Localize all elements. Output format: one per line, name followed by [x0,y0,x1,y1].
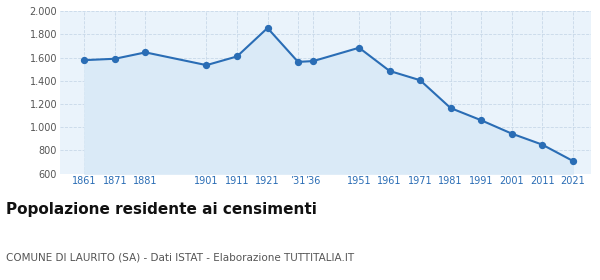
Point [476,118,486,122]
Point [446,106,455,110]
Text: COMUNE DI LAURITO (SA) - Dati ISTAT - Elaborazione TUTTITALIA.IT: COMUNE DI LAURITO (SA) - Dati ISTAT - El… [6,252,354,262]
Point [293,60,303,64]
Point [507,131,517,136]
Point [385,69,394,73]
Text: Popolazione residente ai censimenti: Popolazione residente ai censimenti [6,202,317,217]
Point [568,158,577,163]
Point [80,58,89,62]
Point [538,142,547,147]
Point [415,78,425,82]
Point [202,63,211,67]
Point [110,57,120,61]
Point [354,45,364,50]
Point [232,54,242,59]
Point [263,26,272,30]
Point [140,50,150,55]
Point [308,59,318,63]
